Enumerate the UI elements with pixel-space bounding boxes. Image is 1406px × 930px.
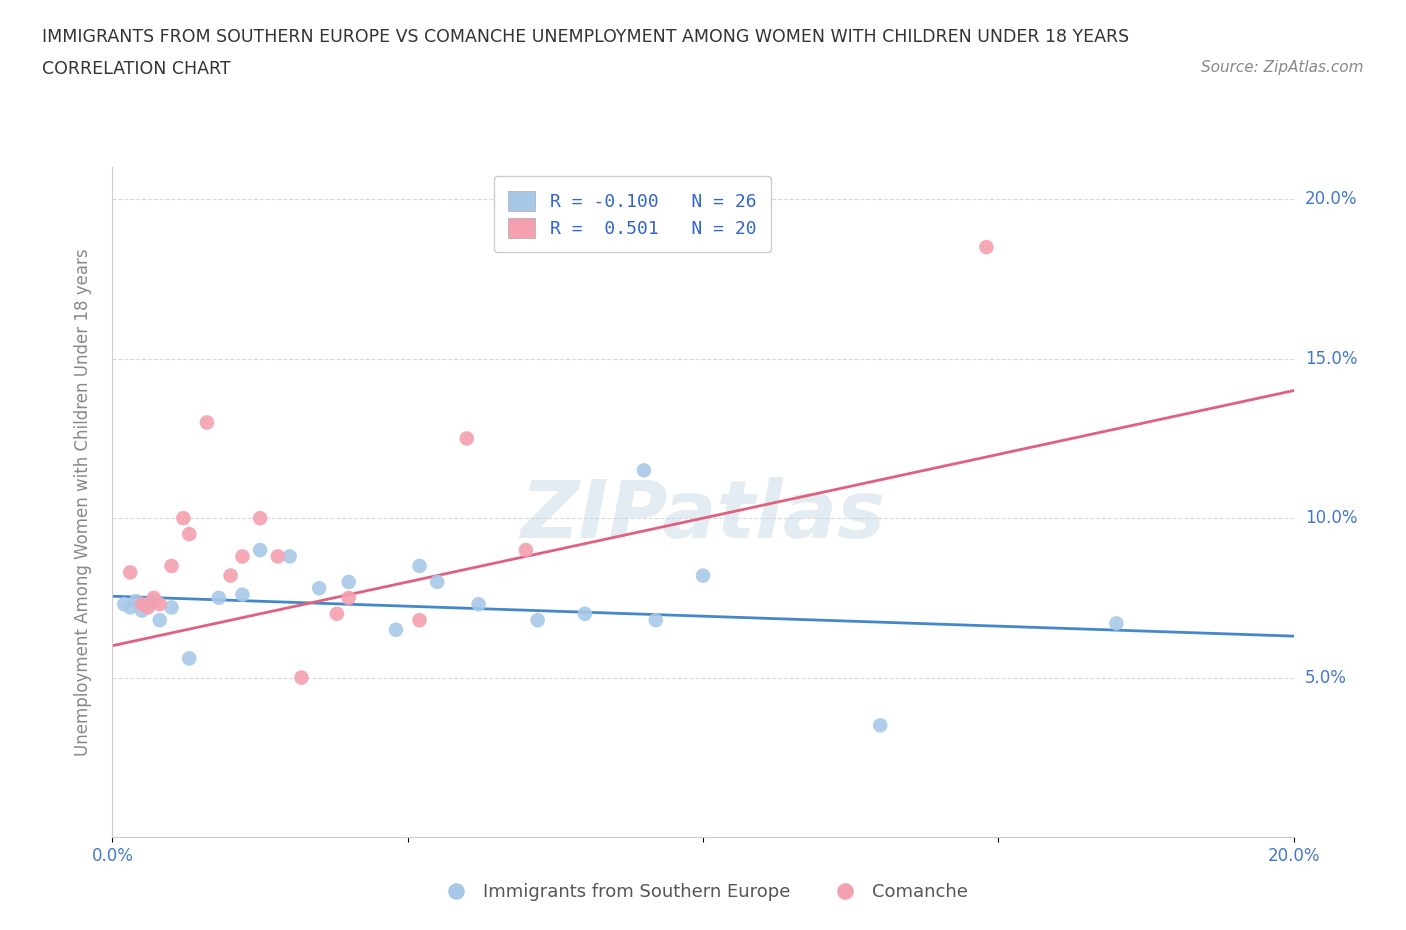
Point [337, 575, 360, 590]
Point [976, 240, 998, 255]
Point [408, 559, 430, 574]
Point [456, 431, 478, 445]
Point [136, 597, 159, 612]
Point [231, 587, 253, 602]
Point [869, 718, 891, 733]
Point [249, 542, 271, 557]
Text: 15.0%: 15.0% [1305, 350, 1357, 367]
Point [515, 542, 537, 557]
Text: 20.0%: 20.0% [1305, 191, 1357, 208]
Point [385, 622, 408, 637]
Point [633, 463, 655, 478]
Point [208, 591, 231, 605]
Point [644, 613, 666, 628]
Point [195, 415, 218, 430]
Point [160, 559, 183, 574]
Point [231, 549, 253, 564]
Point [131, 597, 153, 612]
Text: 10.0%: 10.0% [1305, 509, 1357, 527]
Point [142, 591, 165, 605]
Text: 5.0%: 5.0% [1305, 669, 1347, 686]
Point [125, 593, 148, 608]
Point [160, 600, 183, 615]
Point [467, 597, 489, 612]
Point [219, 568, 242, 583]
Point [290, 671, 312, 685]
Point [278, 549, 301, 564]
Point [249, 511, 271, 525]
Point [136, 600, 159, 615]
Legend: Immigrants from Southern Europe, Comanche: Immigrants from Southern Europe, Comanch… [432, 876, 974, 909]
Y-axis label: Unemployment Among Women with Children Under 18 years: Unemployment Among Women with Children U… [73, 248, 91, 756]
Point [1105, 616, 1128, 631]
Point [408, 613, 430, 628]
Point [426, 575, 449, 590]
Point [149, 613, 172, 628]
Point [337, 591, 360, 605]
Point [267, 549, 290, 564]
Point [112, 597, 135, 612]
Point [179, 526, 201, 541]
Point [142, 593, 165, 608]
Point [172, 511, 194, 525]
Point [692, 568, 714, 583]
Text: CORRELATION CHART: CORRELATION CHART [42, 60, 231, 78]
Point [149, 597, 172, 612]
Point [308, 581, 330, 596]
Text: ZIPatlas: ZIPatlas [520, 476, 886, 554]
Point [120, 565, 142, 579]
Point [326, 606, 349, 621]
Point [526, 613, 548, 628]
Text: Source: ZipAtlas.com: Source: ZipAtlas.com [1201, 60, 1364, 75]
Point [131, 604, 153, 618]
Point [179, 651, 201, 666]
Text: IMMIGRANTS FROM SOUTHERN EUROPE VS COMANCHE UNEMPLOYMENT AMONG WOMEN WITH CHILDR: IMMIGRANTS FROM SOUTHERN EUROPE VS COMAN… [42, 28, 1129, 46]
Point [574, 606, 596, 621]
Point [120, 600, 142, 615]
